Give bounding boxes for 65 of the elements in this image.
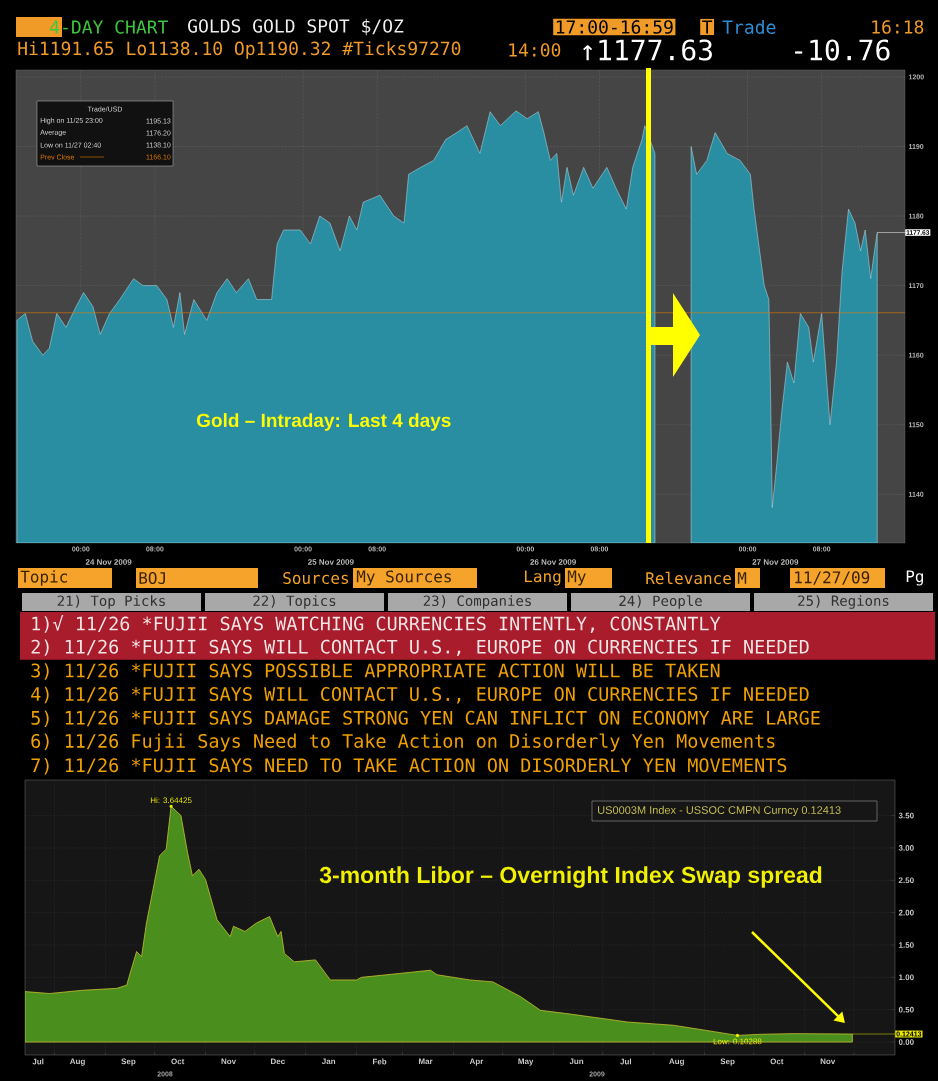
text: 24 Nov 2009 [85,559,132,565]
text: 16:18 [872,20,924,34]
text: Pg [906,570,923,586]
annotation: US0003M Index - USSOC CMPN Curncy 0.12413 [598,805,841,817]
text: 7) 11/26 *FUJII SAYS NEED TO TAKE ACTION ON DISORDERLY YEN MOVEMENTS [31,757,787,775]
chart-subtitle: GOLDS GOLD SPOT $/OZ [188,18,404,36]
text: Lang [524,570,561,586]
annotation: 3-month Libor – Overnight Index Swap spread [319,866,822,888]
text: 14:00 [509,43,561,57]
x-tick-label: Aug [669,1058,684,1066]
text: 26 Nov 2009 [530,559,576,565]
text: 1)√ 11/26 *FUJII SAYS WATCHING CURRENCIES INTENTLY, CONSTANTLY [32,615,721,633]
x-tick-label: Nov [820,1058,836,1065]
x-tick-label: Nov [221,1058,237,1065]
x-tick-label: Aug [69,1058,85,1066]
y-tick-label: 2.50 [898,877,914,884]
text: 21) Top Picks [57,595,165,609]
x-tick-label: Oct [770,1058,784,1065]
text: ↑1177.63 [583,39,712,61]
text: 4) 11/26 *FUJII SAYS WILL CONTACT U.S., EUROPE ON CURRENCIES IF NEEDED [31,686,809,704]
y-tick-label: 1.50 [899,942,914,948]
x-tick-label: Jun [569,1058,584,1065]
x-tick-label: Jan [321,1058,336,1065]
text: 27 Nov 2009 [752,559,799,565]
text: Sources [283,571,349,585]
x-tick-label: Sep [121,1058,136,1066]
text: Topic [20,570,68,586]
text: My Sources [356,570,451,586]
text: 5) 11/26 *FUJII SAYS DAMAGE STRONG YEN CAN INFLICT ON ECONOMY ARE LARGE [31,710,820,728]
text: 17:00-16:59 [556,20,673,34]
x-tick-label: Feb [372,1058,387,1065]
text: 6) 11/26 Fujii Says Need to Take Action on Disorderly Yen Movements [31,733,775,752]
annotation: Gold – Intraday: Last 4 days [196,413,451,431]
x-tick-label: Apr [469,1058,484,1066]
text: My [567,570,586,586]
y-tick-label: 0.50 [898,1006,914,1013]
text: -10.76 [795,39,890,61]
x-tick-label: Dec [270,1058,285,1065]
text: 11/27/09 [795,571,870,585]
y-tick-label: 0.00 [898,1039,914,1045]
x-tick-label: May [518,1058,534,1066]
text: 3) 11/26 *FUJII SAYS POSSIBLE APPROPRIATE ACTION WILL BE TAKEN [31,663,720,680]
text: 25) Regions [798,595,889,609]
text: BOJ [139,571,165,585]
y-tick-label: 3.00 [898,845,914,851]
text: 22) Topics [253,595,336,609]
x-tick-label: Mar [418,1058,433,1065]
x-tick-label: Jul [32,1058,44,1065]
x-tick-label: Sep [720,1058,735,1066]
annotation: Hi: 3.64425 [150,797,192,804]
y-tick-label: 2.00 [898,909,914,916]
y-tick-label: 1.00 [899,974,914,981]
text: 2) 11/26 *FUJII SAYS WILL CONTACT U.S., EUROPE ON CURRENCIES IF NEEDED [31,639,809,657]
text: Trade [722,20,776,34]
text: Relevance [646,571,731,585]
text: M [737,572,747,584]
x-tick-label: Oct [171,1058,185,1065]
text: 25 Nov 2009 [308,559,354,565]
text: T [702,20,713,34]
annotation: Low: 0.10288 [713,1038,762,1045]
x-tick-label: Jul [620,1058,632,1065]
text: 24) People [619,595,702,609]
y-tick-label: 3.50 [898,812,914,819]
text: Hi1191.65 Lo1138.10 Op1190.32 #Ticks97270 [18,41,461,59]
text: 23) Companies [423,595,531,609]
